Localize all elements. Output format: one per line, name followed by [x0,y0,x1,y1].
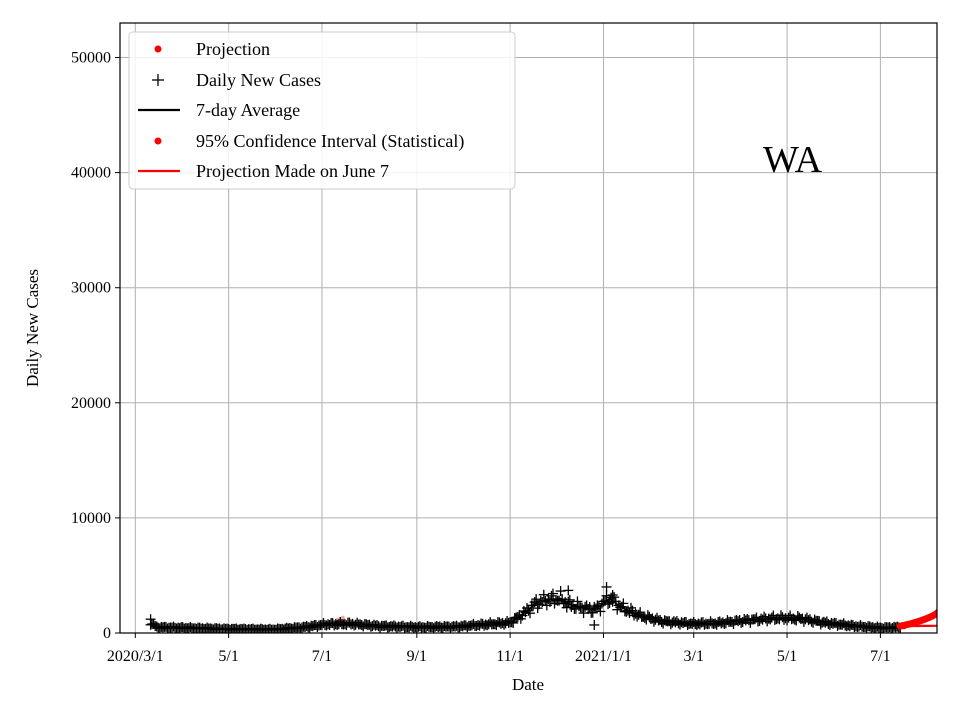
daily-case-point [547,588,558,599]
x-tick-label: 2020/3/1 [107,648,164,665]
daily-case-point [595,606,606,617]
daily-case-outlier-point [589,619,600,630]
x-tick-label: 11/1 [496,648,524,665]
seven-day-average-line [150,597,901,631]
y-axis-label: Daily New Cases [23,269,42,387]
y-tick-label: 10000 [71,510,111,527]
daily-cases-series [145,581,906,633]
legend-marker-dot [154,45,162,53]
legend-box [128,31,516,190]
projection-series [896,609,937,630]
daily-case-point [544,596,555,607]
daily-case-point [561,602,572,613]
daily-case-outlier-point [601,581,612,592]
daily-case-point [618,598,629,609]
legend-label-daily-cases: Daily New Cases [196,70,321,90]
legend-label-7day-average: 7-day Average [196,100,300,120]
daily-case-point [564,594,575,605]
x-tick-label: 2021/1/1 [575,648,632,665]
y-tick-label: 50000 [71,50,111,67]
legend-markers [138,45,180,173]
state-annotation: WA [763,139,823,181]
legend-label-june7-projection: Projection Made on June 7 [196,161,389,181]
legend-label-projection: Projection [196,39,270,59]
x-axis-label: Date [512,675,544,694]
x-tick-label: 9/1 [407,648,427,665]
x-tick-label: 3/1 [684,648,704,665]
daily-case-outlier-point [563,585,574,596]
y-tick-label: 30000 [71,280,111,297]
legend-marker-dot [154,137,162,145]
daily-case-point [601,590,612,601]
plot-frame [119,22,938,634]
daily-case-point [525,608,536,619]
daily-case-point [572,596,583,607]
y-tick-label: 20000 [71,395,111,412]
daily-case-outlier-point [607,590,618,601]
legend-marker-plus [152,74,164,86]
legend: Projection Daily New Cases 7-day Average… [128,31,516,190]
legend-label-confidence-interval: 95% Confidence Interval (Statistical) [196,131,464,152]
y-tick-label: 0 [103,625,111,642]
x-tick-label: 7/1 [870,648,890,665]
y-tick-label: 40000 [71,165,111,182]
plot-area [145,581,937,633]
x-tick-label: 5/1 [218,648,238,665]
daily-case-point [609,592,620,603]
daily-case-point [538,589,549,600]
axis-ticks: 2020/3/1 5/1 7/1 9/1 11/1 2021/1/1 3/1 5/1 7/1 0 1… [71,50,891,665]
confidence-interval-lower-line [900,624,937,628]
x-tick-label: 5/1 [777,648,797,665]
daily-case-point [603,599,614,610]
daily-case-outlier-point [145,614,156,625]
x-tick-label: 7/1 [312,648,332,665]
